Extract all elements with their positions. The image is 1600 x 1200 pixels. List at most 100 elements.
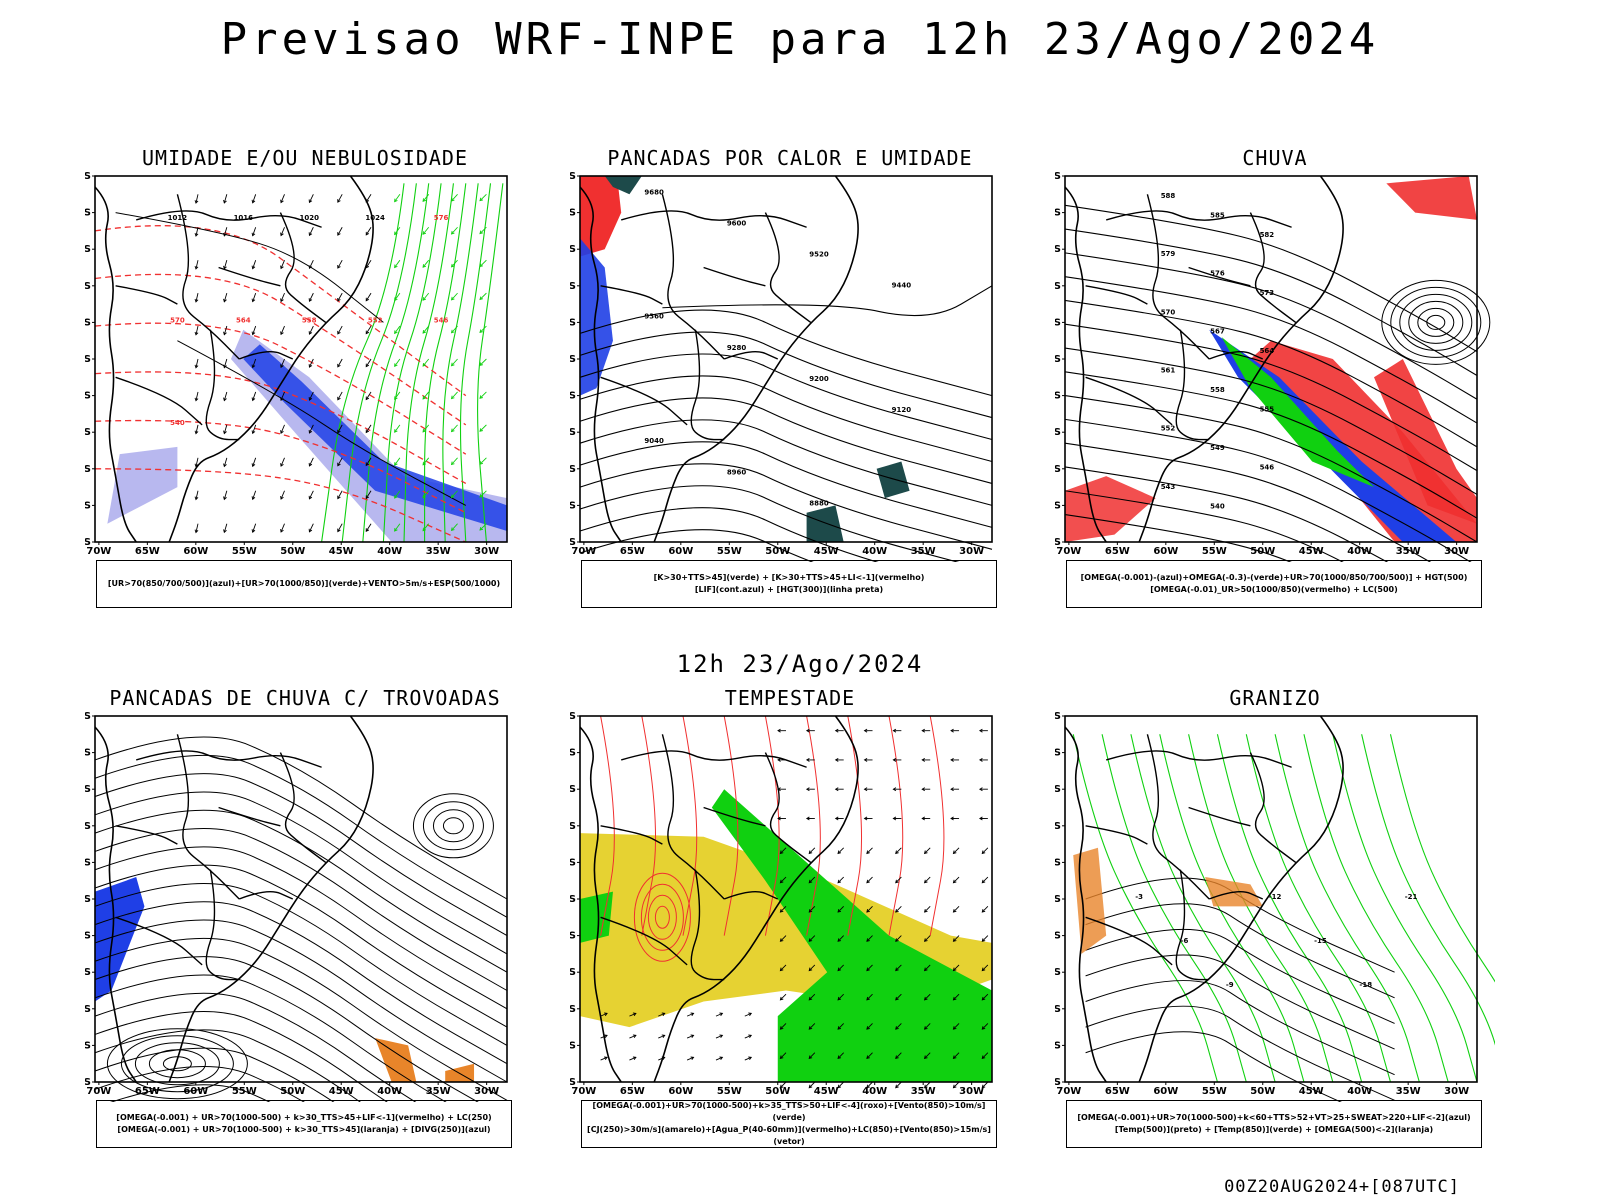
wind-arrow-head <box>805 757 810 762</box>
wind-arrow-head <box>923 1055 928 1060</box>
wind-arrow <box>981 1023 989 1030</box>
lat-label: 36S <box>85 464 91 475</box>
wind-arrow-head <box>921 757 926 762</box>
wind-arrow-head <box>837 879 842 884</box>
lon-label: 65W <box>135 1086 160 1097</box>
lat-label: 12S <box>1055 712 1061 722</box>
wind-arrow-head <box>895 850 899 855</box>
wind-arrow-head <box>394 231 398 236</box>
wind-arrow-head <box>895 996 899 1001</box>
legend-chuva: [OMEGA(-0.001)-(azul)+OMEGA(-0.3)-(verde… <box>1066 560 1482 608</box>
humidity-contour-green <box>403 183 454 543</box>
lat-label: 39S <box>1055 1040 1061 1051</box>
legend-line: [OMEGA(-0.001)+UR>70(1000-500)+k>35_TTS>… <box>592 1101 986 1122</box>
contour-label: 9520 <box>809 251 829 259</box>
wind-arrow-head <box>251 397 256 402</box>
wind-arrow-head <box>251 232 256 237</box>
wind-arrow <box>479 391 487 399</box>
lon-label: 45W <box>329 1086 354 1097</box>
contour-label: 1024 <box>365 214 385 222</box>
wind-arrow <box>280 523 285 533</box>
wind-arrow-head <box>479 494 484 498</box>
main-title: Previsao WRF-INPE para 12h 23/Ago/2024 <box>220 14 1380 65</box>
legend-line: [OMEGA(-0.001) + UR>70(1000-500) + k>30_… <box>116 1113 492 1122</box>
humidity-contour-green <box>341 183 417 543</box>
wind-arrow-head <box>365 330 370 335</box>
wind-arrow <box>337 194 343 203</box>
lat-label: 30S <box>570 391 576 402</box>
circulation-contour <box>1399 293 1473 351</box>
wind-arrow <box>479 457 487 465</box>
wind-arrow <box>252 391 257 401</box>
wind-arrow-head <box>280 496 284 500</box>
lat-label: 30S <box>1055 931 1061 942</box>
wind-arrow-head <box>866 850 870 855</box>
lat-label: 15S <box>570 208 576 219</box>
temp850-contour <box>1130 734 1276 1083</box>
contour-label: 567 <box>1210 328 1225 336</box>
wind-arrow <box>309 523 314 532</box>
wind-arrow-head <box>837 850 842 855</box>
lon-label: 70W <box>1056 1086 1081 1097</box>
wind-arrow-head <box>834 816 839 821</box>
wind-arrow-head <box>394 527 398 532</box>
wind-arrow-head <box>280 463 284 467</box>
wind-arrow <box>866 876 873 884</box>
wind-arrow <box>337 292 343 302</box>
country-border <box>661 194 725 360</box>
wind-arrow-head <box>921 728 926 733</box>
wind-arrow <box>780 935 787 942</box>
lat-label: 24S <box>85 857 91 868</box>
wind-arrow <box>195 227 199 237</box>
wind-arrow-head <box>337 265 341 269</box>
wind-arrow-head <box>863 728 868 733</box>
streamline <box>1064 228 1478 376</box>
wind-arrow <box>394 194 401 202</box>
country-border <box>764 752 812 863</box>
temp850-contour <box>1072 734 1218 1083</box>
wind-arrow <box>195 325 199 335</box>
streamline <box>94 828 508 991</box>
wind-arrow <box>195 424 199 434</box>
wind-arrow-head <box>280 232 284 237</box>
wind-arrow <box>309 227 314 236</box>
panel-granizo: GRANIZO -3 -6 -9 -12 -15 -18 -21 12S 15S 18S 21S 24… <box>1055 686 1495 1161</box>
lon-label: 30W <box>1444 1086 1469 1097</box>
lon-label: 35W <box>911 1086 936 1097</box>
wind-arrow-head <box>308 462 313 467</box>
country-border <box>690 869 725 981</box>
wind-arrow <box>337 227 343 236</box>
contour-label: 540 <box>170 419 185 427</box>
wind-arrow <box>337 457 343 466</box>
wind-arrow <box>953 935 960 942</box>
lat-label: 24S <box>1055 317 1061 328</box>
wind-arrow-head <box>422 297 427 301</box>
country-border <box>218 266 281 287</box>
wind-arrow <box>629 1012 637 1017</box>
wind-arrow <box>309 391 314 401</box>
country-border <box>115 285 178 305</box>
wind-arrow <box>629 1034 637 1039</box>
wind-arrow-head <box>834 787 839 792</box>
streamline <box>1064 442 1432 562</box>
wind-arrow <box>365 490 372 499</box>
streamline <box>1064 466 1389 562</box>
wind-arrow <box>223 194 228 204</box>
wind-arrow-head <box>280 199 284 204</box>
country-border <box>1175 869 1210 981</box>
streamline <box>1064 204 1478 353</box>
wind-arrow-head <box>777 816 781 821</box>
wind-arrow-head <box>923 908 928 913</box>
wind-arrow <box>837 906 845 913</box>
lat-label: 24S <box>85 317 91 328</box>
wind-arrow-head <box>251 298 256 303</box>
temp500-contour <box>1085 1031 1342 1102</box>
wind-arrow-head <box>422 264 427 268</box>
height-contour <box>579 375 993 463</box>
water-contour <box>682 715 698 936</box>
coastline-west <box>1064 186 1107 543</box>
mid-title: 12h 23/Ago/2024 <box>676 650 924 678</box>
lon-label: 50W <box>280 546 305 557</box>
lon-label: 30W <box>959 546 984 557</box>
wind-arrow <box>953 876 960 884</box>
